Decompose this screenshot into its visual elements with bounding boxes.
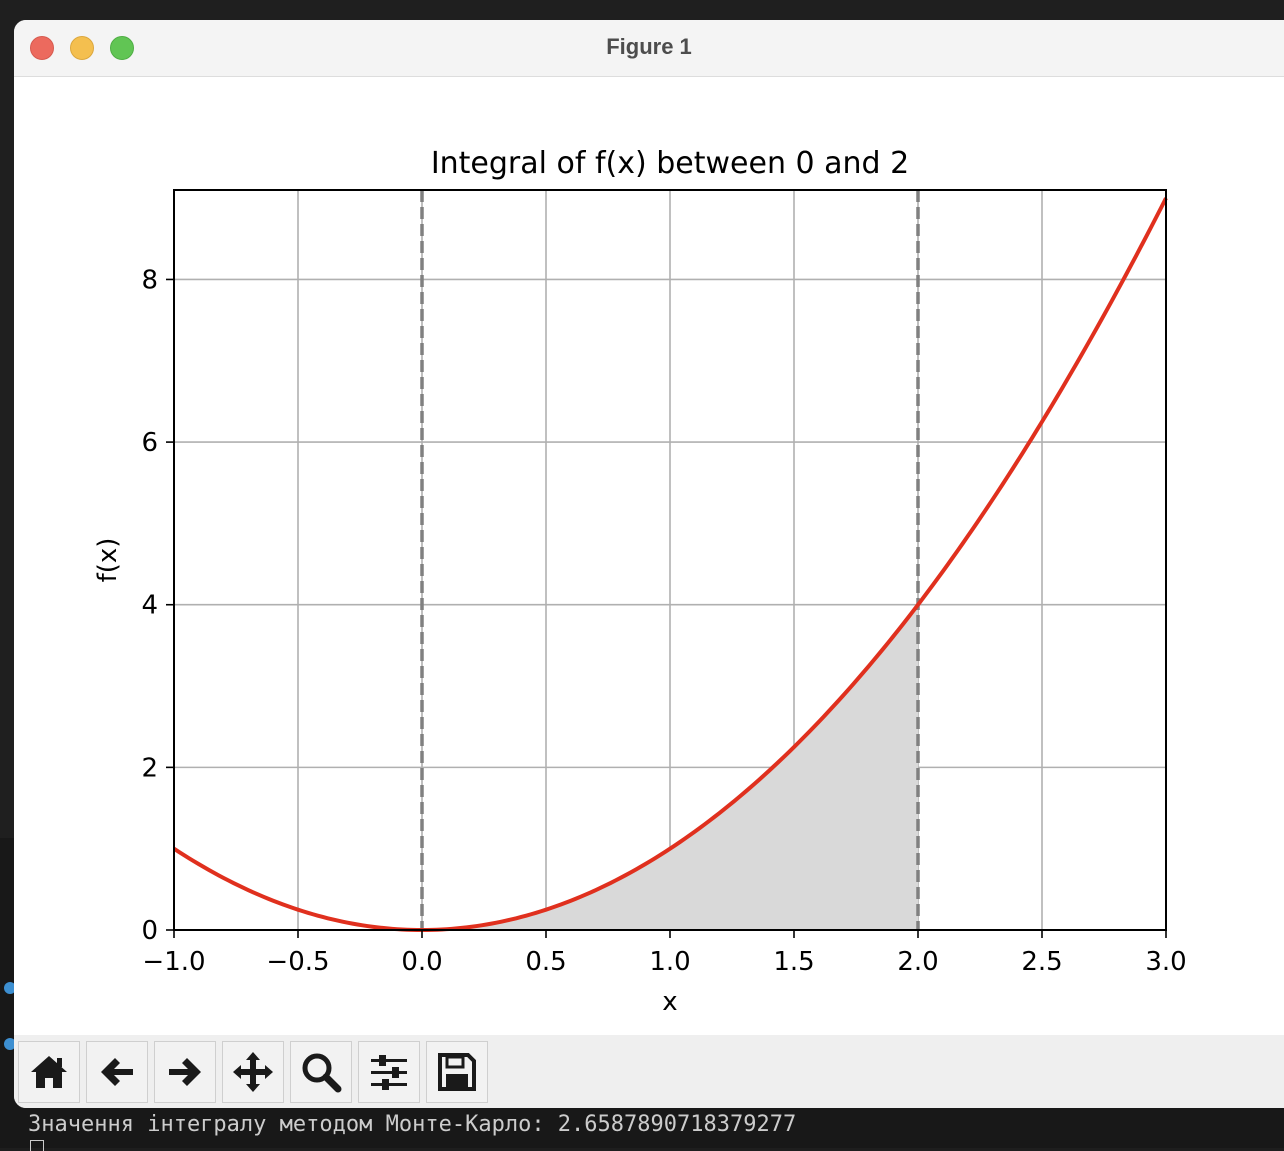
zoom-button[interactable] bbox=[290, 1041, 352, 1103]
y-tick-label: 6 bbox=[141, 428, 158, 458]
navigation-toolbar bbox=[14, 1035, 1284, 1108]
terminal-marker-icon bbox=[4, 1038, 16, 1050]
y-axis-label: f(x) bbox=[93, 538, 123, 583]
arrow-right-icon bbox=[169, 1058, 201, 1086]
home-icon bbox=[31, 1056, 67, 1088]
shaded-integral-area bbox=[422, 604, 918, 930]
terminal-marker-icon bbox=[4, 982, 16, 994]
back-button[interactable] bbox=[86, 1041, 148, 1103]
pan-button[interactable] bbox=[222, 1041, 284, 1103]
home-button[interactable] bbox=[18, 1041, 80, 1103]
grid bbox=[173, 190, 1167, 931]
figure-window: Figure 1 −1.0 −0.5 0.0 0.5 1.0 1.5 2.0 2.5 3.0 0… bbox=[14, 20, 1284, 1108]
move-icon bbox=[233, 1052, 273, 1092]
sliders-icon bbox=[371, 1055, 407, 1090]
x-tick-label: 1.5 bbox=[773, 947, 814, 977]
save-button[interactable] bbox=[426, 1041, 488, 1103]
y-tick-label: 8 bbox=[141, 265, 158, 295]
floppy-disk-icon bbox=[438, 1053, 476, 1091]
configure-subplots-button[interactable] bbox=[358, 1041, 420, 1103]
chart-title: Integral of f(x) between 0 and 2 bbox=[431, 146, 909, 181]
arrow-left-icon bbox=[101, 1058, 133, 1086]
minimize-window-button[interactable] bbox=[70, 36, 94, 60]
x-tick-label: −1.0 bbox=[142, 947, 205, 977]
maximize-window-button[interactable] bbox=[110, 36, 134, 60]
x-axis-ticks: −1.0 −0.5 0.0 0.5 1.0 1.5 2.0 2.5 3.0 bbox=[142, 930, 1187, 977]
x-tick-label: 2.0 bbox=[897, 947, 938, 977]
series-line bbox=[172, 197, 1168, 933]
y-axis-ticks: 0 2 4 6 8 bbox=[141, 265, 174, 946]
x-axis-label: x bbox=[662, 987, 677, 1017]
x-tick-label: 0.5 bbox=[525, 947, 566, 977]
integration-bounds bbox=[420, 190, 920, 930]
chart-svg: −1.0 −0.5 0.0 0.5 1.0 1.5 2.0 2.5 3.0 0 2 4 6 8 Inte… bbox=[93, 146, 1187, 1017]
terminal-cursor bbox=[30, 1140, 44, 1151]
forward-button[interactable] bbox=[154, 1041, 216, 1103]
window-title: Figure 1 bbox=[606, 34, 692, 59]
x-tick-label: 1.0 bbox=[649, 947, 690, 977]
x-tick-label: 2.5 bbox=[1021, 947, 1062, 977]
x-tick-label: −0.5 bbox=[266, 947, 329, 977]
x-tick-label: 0.0 bbox=[401, 947, 442, 977]
close-window-button[interactable] bbox=[30, 36, 54, 60]
terminal-output-line: Значення інтегралу методом Монте-Карло: … bbox=[28, 1112, 797, 1137]
magnifier-icon bbox=[302, 1053, 342, 1093]
y-tick-label: 4 bbox=[141, 591, 158, 621]
y-tick-label: 2 bbox=[141, 753, 158, 783]
y-tick-label: 0 bbox=[141, 916, 158, 946]
figure-canvas: −1.0 −0.5 0.0 0.5 1.0 1.5 2.0 2.5 3.0 0 2 4 6 8 Inte… bbox=[14, 77, 1284, 1035]
x-tick-label: 3.0 bbox=[1145, 947, 1186, 977]
window-titlebar[interactable]: Figure 1 bbox=[14, 20, 1284, 77]
